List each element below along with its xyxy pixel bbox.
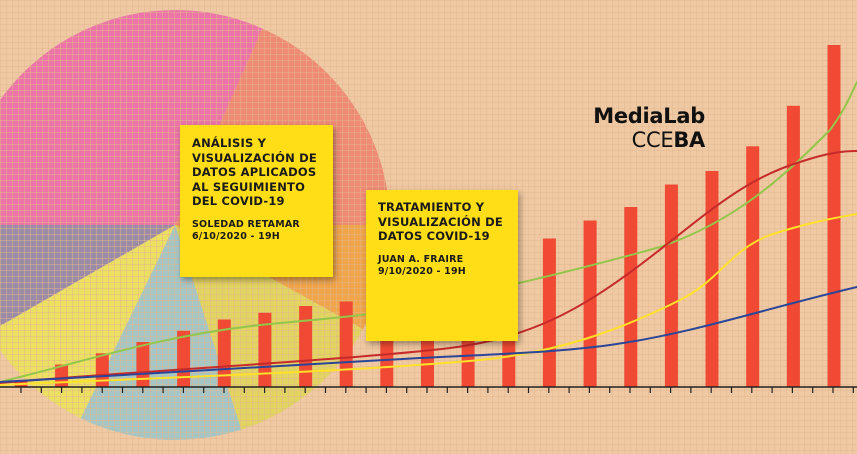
bar bbox=[746, 146, 760, 387]
logo-line-1: MediaLab bbox=[593, 104, 705, 128]
logo-cce: CCE bbox=[631, 128, 674, 152]
bar bbox=[624, 207, 638, 387]
bar bbox=[299, 306, 313, 387]
bar bbox=[136, 342, 150, 387]
bar bbox=[542, 238, 556, 387]
red-trend-line bbox=[0, 150, 857, 384]
logo-line-2: CCEBA bbox=[593, 128, 706, 152]
event-speaker-2: JUAN A. FRAIRE bbox=[378, 253, 464, 265]
bar bbox=[664, 184, 678, 387]
event-card-1[interactable]: ANÁLISIS Y VISUALIZACIÓN DE DATOS APLICA… bbox=[180, 125, 333, 277]
event-title-1: ANÁLISIS Y VISUALIZACIÓN DE DATOS APLICA… bbox=[192, 136, 317, 208]
medialab-logo: MediaLab CCEBA bbox=[593, 104, 705, 152]
bar bbox=[339, 301, 353, 387]
event-speaker-1: SOLEDAD RETAMAR bbox=[192, 218, 300, 230]
yellow-trend-line bbox=[0, 213, 857, 386]
event-title-2: TRATAMIENTO Y VISUALIZACIÓN DE DATOS COV… bbox=[378, 200, 503, 243]
blue-trend-line bbox=[0, 286, 857, 383]
event-date-2: 9/10/2020 - 19H bbox=[378, 265, 466, 277]
event-card-2[interactable]: TRATAMIENTO Y VISUALIZACIÓN DE DATOS COV… bbox=[366, 190, 518, 341]
bar bbox=[827, 45, 841, 387]
bar bbox=[177, 330, 191, 388]
bar bbox=[95, 353, 109, 388]
logo-ba: BA bbox=[673, 128, 705, 152]
bar bbox=[258, 312, 272, 388]
x-axis bbox=[0, 386, 857, 393]
bar bbox=[583, 220, 597, 387]
event-date-1: 6/10/2020 - 19H bbox=[192, 230, 280, 242]
bar bbox=[786, 105, 800, 388]
